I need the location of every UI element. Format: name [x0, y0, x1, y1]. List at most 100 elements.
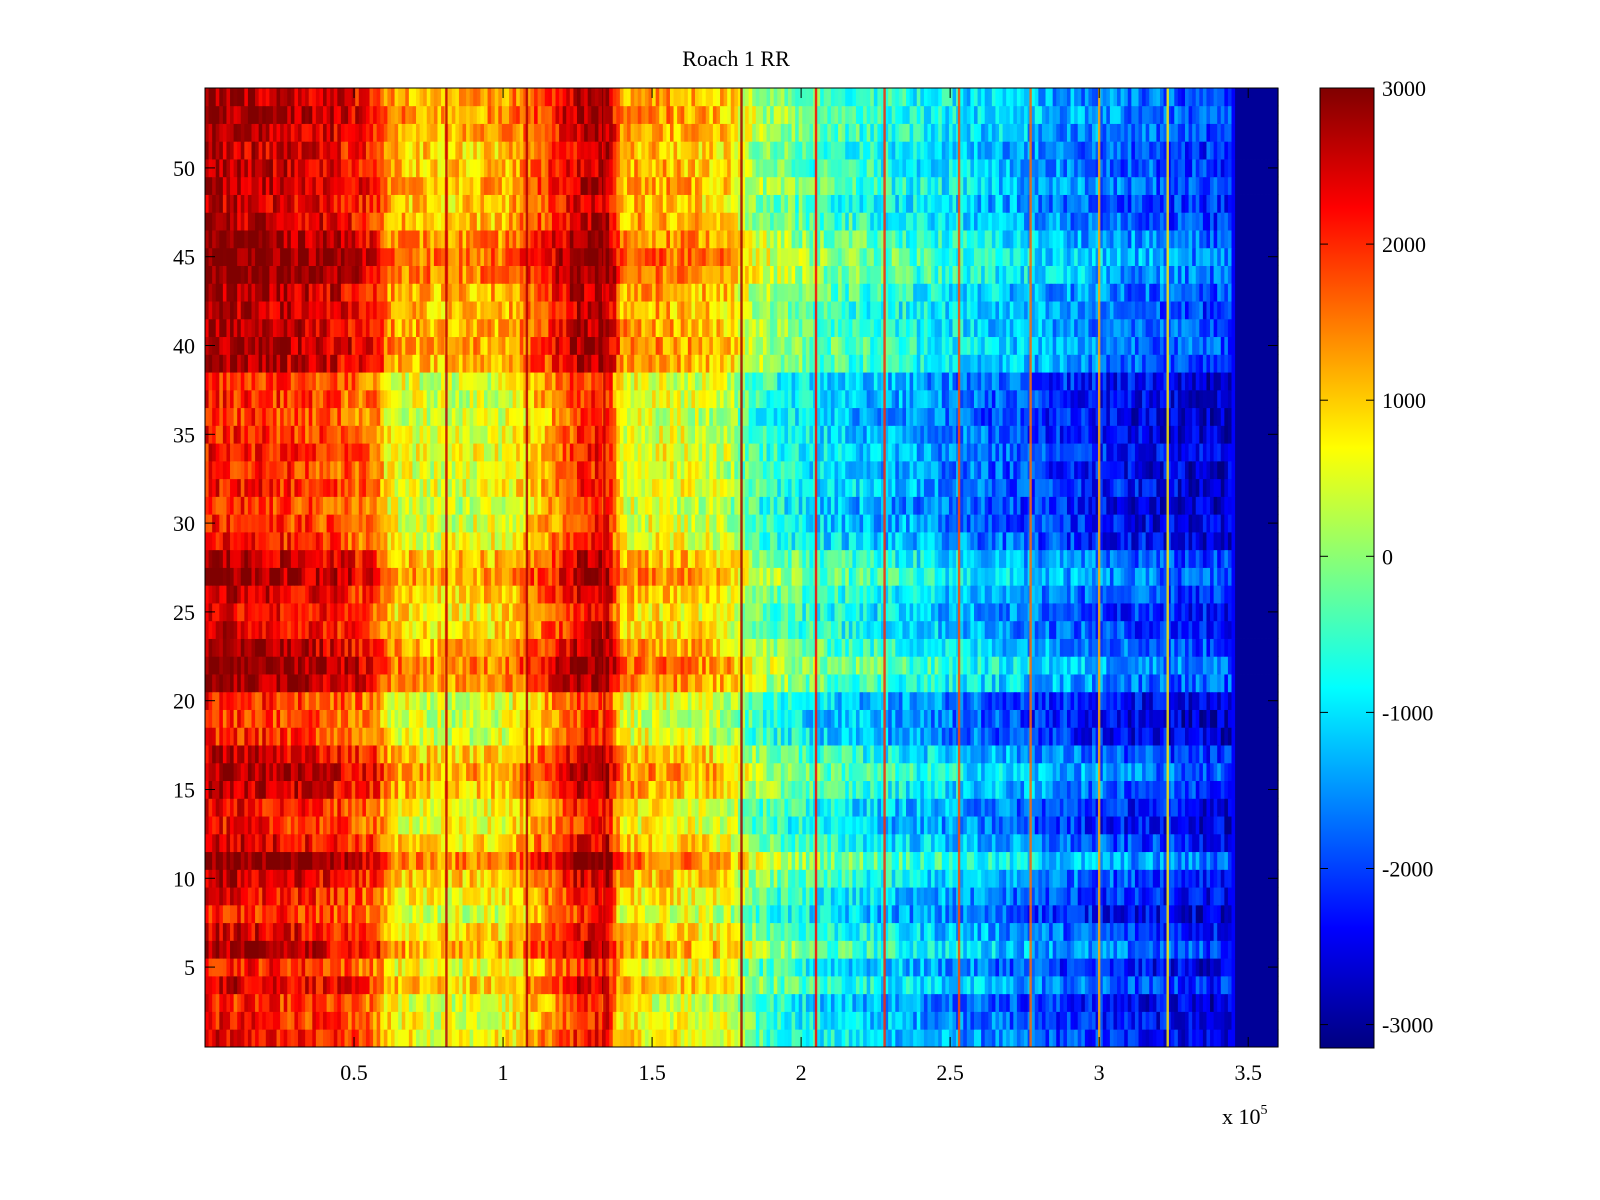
heatmap-cell — [924, 958, 928, 976]
heatmap-cell — [259, 994, 263, 1012]
heatmap-cell — [724, 745, 728, 763]
heatmap-cell — [1174, 798, 1178, 816]
heatmap-cell — [970, 1029, 974, 1047]
heatmap-cell — [1246, 1011, 1250, 1029]
heatmap-cell — [1257, 852, 1261, 870]
heatmap-cell — [334, 923, 338, 941]
heatmap-cell — [1242, 798, 1246, 816]
heatmap-cell — [641, 958, 645, 976]
heatmap-cell — [359, 834, 363, 852]
heatmap-cell — [570, 869, 574, 887]
heatmap-cell — [902, 798, 906, 816]
heatmap-cell — [380, 781, 384, 799]
heatmap-cell — [359, 745, 363, 763]
heatmap-cell — [820, 763, 824, 781]
heatmap-cell — [759, 958, 763, 976]
heatmap-cell — [1117, 798, 1121, 816]
heatmap-cell — [1228, 1029, 1232, 1047]
heatmap-cell — [860, 905, 864, 923]
heatmap-cell — [842, 905, 846, 923]
heatmap-cell — [895, 834, 899, 852]
heatmap-cell — [1067, 976, 1071, 994]
heatmap-cell — [695, 816, 699, 834]
heatmap-cell — [280, 781, 284, 799]
heatmap-cell — [917, 940, 921, 958]
heatmap-cell — [688, 798, 692, 816]
heatmap-cell — [1203, 940, 1207, 958]
heatmap-cell — [323, 1011, 327, 1029]
heatmap-cell — [1246, 798, 1250, 816]
heatmap-cell — [720, 887, 724, 905]
heatmap-cell — [656, 923, 660, 941]
heatmap-cell — [430, 798, 434, 816]
heatmap-cell — [409, 816, 413, 834]
heatmap-cell — [556, 852, 560, 870]
heatmap-cell — [834, 763, 838, 781]
heatmap-cell — [577, 1011, 581, 1029]
heatmap-cell — [1110, 763, 1114, 781]
heatmap-cell — [255, 798, 259, 816]
heatmap-cell — [734, 781, 738, 799]
heatmap-cell — [953, 905, 957, 923]
heatmap-cell — [992, 1029, 996, 1047]
heatmap-cell — [681, 1011, 685, 1029]
heatmap-cell — [691, 905, 695, 923]
heatmap-cell — [230, 923, 234, 941]
heatmap-cell — [688, 781, 692, 799]
heatmap-cell — [1031, 869, 1035, 887]
heatmap-cell — [1196, 923, 1200, 941]
heatmap-cell — [656, 745, 660, 763]
heatmap-cell — [223, 958, 227, 976]
heatmap-cell — [205, 976, 209, 994]
heatmap-cell — [334, 798, 338, 816]
heatmap-cell — [409, 1011, 413, 1029]
heatmap-cell — [513, 798, 517, 816]
heatmap-cell — [377, 994, 381, 1012]
heatmap-cell — [1003, 887, 1007, 905]
heatmap-cell — [795, 798, 799, 816]
heatmap-cell — [784, 905, 788, 923]
heatmap-cell — [681, 798, 685, 816]
heatmap-cell — [1081, 816, 1085, 834]
heatmap-cell — [606, 1029, 610, 1047]
heatmap-cell — [284, 1011, 288, 1029]
heatmap-cell — [1156, 798, 1160, 816]
heatmap-cell — [548, 976, 552, 994]
heatmap-cell — [659, 994, 663, 1012]
heatmap-cell — [691, 798, 695, 816]
heatmap-cell — [613, 798, 617, 816]
heatmap-cell — [402, 976, 406, 994]
heatmap-cell — [1088, 816, 1092, 834]
heatmap-cell — [466, 816, 470, 834]
heatmap-cell — [305, 869, 309, 887]
heatmap-cell — [509, 798, 513, 816]
heatmap-cell — [362, 763, 366, 781]
heatmap-cell — [1017, 887, 1021, 905]
heatmap-cell — [234, 940, 238, 958]
heatmap-cell — [1121, 798, 1125, 816]
heatmap-cell — [849, 816, 853, 834]
heatmap-cell — [981, 1011, 985, 1029]
heatmap-cell — [817, 940, 821, 958]
heatmap-cell — [1010, 798, 1014, 816]
heatmap-cell — [988, 1011, 992, 1029]
heatmap-cell — [402, 887, 406, 905]
heatmap-cell — [656, 958, 660, 976]
heatmap-cell — [606, 994, 610, 1012]
heatmap-cell — [248, 905, 252, 923]
heatmap-cell — [702, 940, 706, 958]
heatmap-cell — [1264, 887, 1268, 905]
heatmap-cell — [219, 798, 223, 816]
heatmap-cell — [484, 1011, 488, 1029]
heatmap-cell — [495, 834, 499, 852]
heatmap-cell — [466, 781, 470, 799]
heatmap-cell — [395, 763, 399, 781]
heatmap-cell — [241, 976, 245, 994]
heatmap-cell — [1092, 958, 1096, 976]
heatmap-cell — [344, 976, 348, 994]
heatmap-cell — [1006, 994, 1010, 1012]
heatmap-cell — [606, 763, 610, 781]
heatmap-cell — [455, 816, 459, 834]
heatmap-cell — [895, 1011, 899, 1029]
heatmap-cell — [770, 816, 774, 834]
